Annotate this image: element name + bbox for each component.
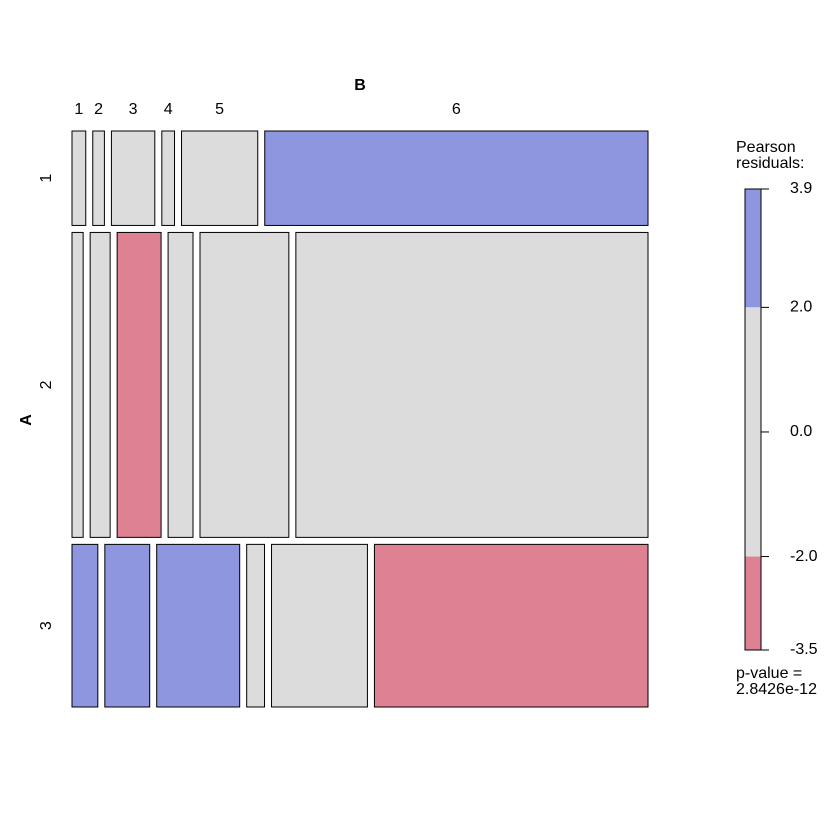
legend-band — [745, 307, 761, 557]
mosaic-cell — [110, 130, 156, 226]
mosaic-cell — [116, 231, 162, 538]
legend-tick-label: 0.0 — [790, 423, 812, 440]
column-label: 6 — [452, 101, 461, 118]
mosaic-cell — [246, 543, 266, 708]
legend-band — [745, 556, 761, 650]
row-label: 3 — [38, 621, 55, 630]
y-axis-label: A — [18, 414, 35, 426]
mosaic-cell — [156, 543, 241, 708]
column-label: 4 — [164, 101, 173, 118]
mosaic-cell — [71, 543, 99, 708]
legend-tick-label: 2.0 — [790, 299, 812, 316]
legend-title: Pearson residuals: — [736, 139, 804, 172]
column-label: 3 — [129, 101, 138, 118]
mosaic-cell — [104, 543, 151, 708]
column-label: 1 — [74, 101, 83, 118]
mosaic-cell — [71, 231, 84, 538]
column-label: 2 — [94, 101, 103, 118]
mosaic-cell — [89, 231, 111, 538]
legend-frame — [744, 188, 762, 651]
mosaic-cell — [181, 130, 259, 226]
mosaic-cell — [71, 130, 87, 226]
chart-title: B — [354, 77, 366, 94]
legend-tick-label: -2.0 — [790, 548, 818, 565]
row-label: 2 — [38, 380, 55, 389]
column-label: 5 — [215, 101, 224, 118]
legend-tick-label: -3.5 — [790, 641, 818, 658]
mosaic-cell — [199, 231, 290, 538]
legend-tick-label: 3.9 — [790, 180, 812, 197]
mosaic-cell — [295, 231, 649, 538]
row-label: 1 — [38, 174, 55, 183]
mosaic-cell — [373, 543, 649, 708]
mosaic-cell — [92, 130, 105, 226]
mosaic-cell — [271, 543, 368, 708]
p-value-note: p-value = 2.8426e-12 — [736, 665, 817, 698]
legend-band — [745, 189, 761, 308]
mosaic-cell — [167, 231, 194, 538]
mosaic-cell — [264, 130, 649, 226]
mosaic-cell — [161, 130, 176, 226]
